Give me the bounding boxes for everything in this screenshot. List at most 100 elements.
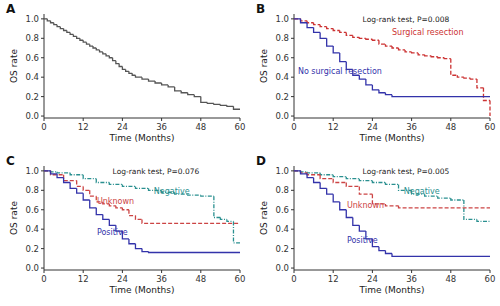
x-tick-label: 0: [41, 122, 46, 132]
km-step: [188, 93, 195, 95]
km-step: [477, 79, 484, 88]
km-step: [96, 179, 109, 183]
y-axis-label: OS rate: [9, 201, 19, 235]
km-step: [83, 175, 96, 179]
y-tick-label: 0.2: [25, 244, 39, 254]
km-step: [372, 39, 379, 41]
km-step: [307, 173, 320, 175]
km-step: [44, 170, 51, 171]
km-step: [294, 18, 301, 19]
y-tick: [41, 229, 44, 230]
x-tick-label: 24: [117, 122, 128, 132]
km-step: [359, 186, 372, 194]
y-tick-label: 0.8: [25, 33, 39, 43]
y-tick-label: 0.2: [275, 92, 289, 102]
y-tick: [41, 18, 44, 19]
x-tick: [294, 270, 295, 273]
km-step: [194, 95, 201, 97]
km-step: [135, 244, 142, 249]
y-tick-label: 0.8: [275, 33, 289, 43]
x-tick: [161, 118, 162, 121]
x-tick: [161, 270, 162, 273]
plot-area: [44, 171, 240, 253]
km-step: [83, 193, 90, 200]
km-step: [207, 102, 214, 104]
x-tick: [490, 270, 491, 273]
series: [44, 171, 240, 243]
km-step: [294, 170, 301, 171]
x-tick: [450, 118, 451, 121]
panel-label: D: [256, 154, 266, 168]
series-label: Negative: [404, 187, 440, 196]
series: [44, 171, 240, 253]
km-step: [399, 48, 406, 50]
x-tick-label: 24: [367, 122, 378, 132]
y-axis-line: [44, 166, 45, 270]
km-step: [457, 75, 464, 77]
plot-area: [294, 19, 490, 116]
plot-area: [44, 19, 240, 109]
panel: 012243648600.00.20.40.60.81.0Time (Month…: [256, 154, 495, 295]
km-step: [346, 177, 359, 179]
km-step: [327, 27, 334, 29]
series-label: Negative: [154, 187, 190, 196]
km-step: [77, 188, 84, 193]
figure: 012243648600.00.20.40.60.81.0Time (Month…: [0, 0, 500, 306]
y-tick-label: 0.8: [25, 185, 39, 195]
km-step: [464, 77, 471, 79]
x-tick: [294, 118, 295, 121]
x-tick: [411, 118, 412, 121]
km-step: [314, 28, 321, 33]
km-step: [340, 202, 347, 210]
km-step: [149, 251, 240, 253]
km-step: [451, 59, 458, 76]
km-step: [353, 35, 360, 37]
x-tick-label: 48: [195, 122, 206, 132]
panel-label: B: [256, 2, 265, 16]
km-step: [294, 170, 301, 171]
series-label: Positive: [97, 228, 128, 237]
x-tick: [240, 270, 241, 273]
km-step: [359, 179, 372, 181]
y-axis-label: OS rate: [9, 49, 19, 83]
km-step: [47, 19, 50, 21]
km-step: [90, 44, 93, 46]
y-tick-label: 0.4: [25, 72, 39, 82]
km-step: [51, 171, 58, 174]
y-tick: [291, 248, 294, 249]
x-tick: [44, 118, 45, 121]
km-step: [477, 219, 490, 221]
km-step: [385, 204, 398, 206]
km-step: [301, 171, 308, 174]
x-tick: [200, 270, 201, 273]
km-step: [168, 85, 175, 87]
plot-area: [294, 171, 490, 257]
panel: 012243648600.00.20.40.60.81.0Time (Month…: [256, 2, 495, 143]
km-step: [470, 77, 477, 79]
km-step: [181, 91, 188, 93]
y-tick-label: 0.4: [275, 224, 289, 234]
y-tick: [291, 77, 294, 78]
km-step: [70, 183, 77, 189]
x-tick: [122, 118, 123, 121]
km-step: [307, 174, 314, 178]
x-axis-label: Time (Months): [109, 285, 175, 295]
km-step: [346, 32, 353, 35]
km-step: [399, 206, 490, 208]
km-step: [67, 31, 70, 33]
km-step: [372, 181, 385, 183]
series-label: Positive: [347, 236, 378, 245]
x-tick-label: 60: [485, 274, 496, 284]
y-axis-label: OS rate: [259, 201, 269, 235]
km-step: [444, 57, 451, 59]
x-tick: [411, 270, 412, 273]
x-tick-label: 24: [117, 274, 128, 284]
km-step: [320, 25, 327, 27]
km-step: [142, 219, 240, 223]
y-tick: [291, 209, 294, 210]
km-step: [379, 247, 386, 251]
series: [294, 171, 490, 208]
y-tick: [291, 190, 294, 191]
km-step: [320, 32, 327, 38]
km-step: [83, 186, 90, 190]
